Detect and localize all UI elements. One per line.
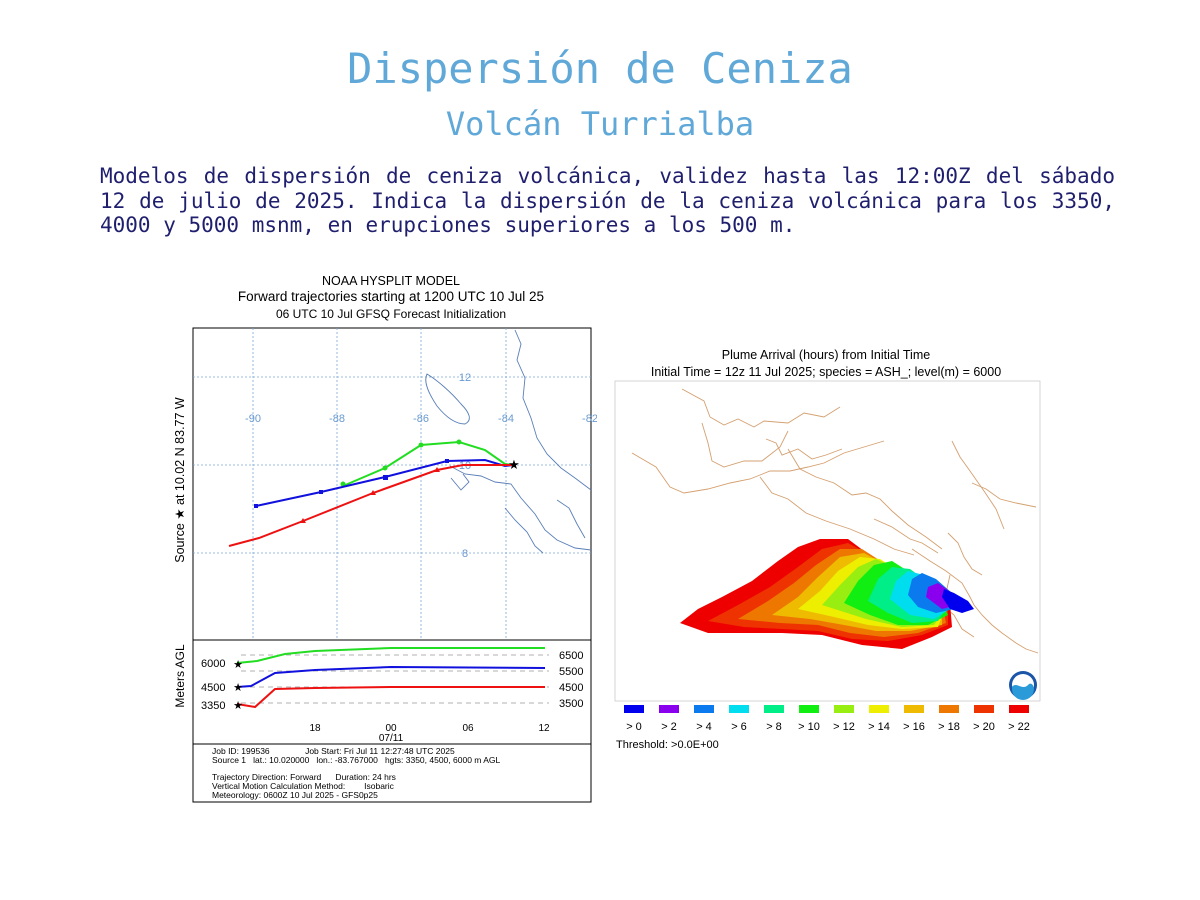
legend-swatch-16 bbox=[904, 705, 924, 713]
traj-marker-6000 bbox=[382, 465, 388, 471]
plume-band-0 bbox=[942, 589, 974, 613]
job-info-line: Source 1 lat.: 10.020000 lon.: -83.76700… bbox=[212, 755, 501, 765]
traj-marker-3350 bbox=[300, 518, 306, 523]
description-paragraph: Modelos de dispersión de ceniza volcánic… bbox=[100, 164, 1115, 237]
height-line-6000 bbox=[236, 647, 545, 664]
legend-label: > 10 bbox=[798, 721, 820, 733]
height-start-star-icon: ★ bbox=[233, 700, 243, 712]
plume-map-borders bbox=[631, 388, 1039, 654]
legend-swatch-8 bbox=[764, 705, 784, 713]
legend-label: > 12 bbox=[833, 721, 855, 733]
traj-gridlines bbox=[193, 328, 591, 640]
lon-tick-3: -86 bbox=[413, 413, 429, 425]
job-info-line: Meteorology: 0600Z 10 Jul 2025 - GFS0p25 bbox=[212, 790, 378, 800]
plume-title-1: Plume Arrival (hours) from Initial Time bbox=[722, 348, 930, 362]
job-info-line: Vertical Motion Calculation Method: Isob… bbox=[212, 781, 395, 791]
traj-marker-3350 bbox=[434, 467, 440, 472]
height-left-label: 6000 bbox=[201, 658, 225, 670]
legend-swatch-12 bbox=[834, 705, 854, 713]
lon-tick-2: -88 bbox=[329, 413, 345, 425]
legend-label: > 2 bbox=[661, 721, 677, 733]
legend-swatch-20 bbox=[974, 705, 994, 713]
traj-marker-4500 bbox=[254, 504, 258, 508]
date-label: 07/11 bbox=[379, 733, 404, 744]
height-axis-label: Meters AGL bbox=[173, 644, 187, 708]
page-subtitle: Volcán Turrialba bbox=[445, 105, 755, 143]
time-tick: 00 bbox=[385, 723, 397, 734]
time-tick: 06 bbox=[462, 723, 474, 734]
lat-tick-3: 8 bbox=[462, 548, 468, 560]
legend-label: > 6 bbox=[731, 721, 747, 733]
legend-swatch-2 bbox=[659, 705, 679, 713]
traj-title-2: Forward trajectories starting at 1200 UT… bbox=[238, 289, 544, 304]
plume-arrival-map: Plume Arrival (hours) from Initial Time … bbox=[614, 348, 1041, 751]
traj-marker-6000 bbox=[418, 442, 424, 448]
legend-swatch-22 bbox=[1009, 705, 1029, 713]
lon-tick-4: -84 bbox=[498, 413, 514, 425]
traj-marker-4500 bbox=[445, 459, 449, 463]
height-line-3350 bbox=[236, 686, 545, 709]
traj-coastlines bbox=[425, 329, 592, 554]
legend-swatch-18 bbox=[939, 705, 959, 713]
legend-label: > 8 bbox=[766, 721, 782, 733]
legend-label: > 0 bbox=[626, 721, 642, 733]
legend-swatch-10 bbox=[799, 705, 819, 713]
plume-title-2: Initial Time = 12z 11 Jul 2025; species … bbox=[651, 365, 1001, 379]
source-star-icon: ★ bbox=[508, 457, 520, 472]
legend-swatch-0 bbox=[624, 705, 644, 713]
height-start-star-icon: ★ bbox=[233, 659, 243, 671]
traj-marker-4500 bbox=[319, 490, 323, 494]
noaa-logo bbox=[1009, 671, 1037, 700]
height-right-label: 4500 bbox=[559, 682, 583, 694]
job-info-line: Job ID: 199536 Job Start: Fri Jul 11 12:… bbox=[212, 746, 455, 756]
page-title: Dispersión de Ceniza bbox=[347, 44, 853, 93]
traj-marker-3350 bbox=[370, 490, 376, 495]
legend-label: > 14 bbox=[868, 721, 890, 733]
legend-swatch-4 bbox=[694, 705, 714, 713]
legend-label: > 4 bbox=[696, 721, 712, 733]
time-tick: 18 bbox=[309, 723, 321, 734]
lon-tick-5: -82 bbox=[582, 413, 597, 425]
height-right-label: 3500 bbox=[559, 698, 583, 710]
traj-marker-6000 bbox=[456, 439, 462, 445]
threshold-label: Threshold: >0.0E+00 bbox=[616, 739, 719, 751]
height-right-label: 6500 bbox=[559, 650, 583, 662]
plume-legend: > 0 > 2 > 4 > 6 > 8 > 10 > 12 > 14 > 16 … bbox=[624, 705, 1030, 733]
traj-marker-4500 bbox=[383, 475, 388, 480]
source-label: Source ★ at 10.02 N 83.77 W bbox=[173, 397, 187, 563]
lon-tick-1: -90 bbox=[245, 413, 261, 425]
legend-label: > 16 bbox=[903, 721, 925, 733]
ash-plume bbox=[680, 539, 974, 649]
hysplit-trajectory-chart: NOAA HYSPLIT MODEL Forward trajectories … bbox=[173, 274, 597, 803]
height-left-label: 4500 bbox=[201, 682, 225, 694]
height-left-label: 3350 bbox=[201, 700, 225, 712]
legend-label: > 18 bbox=[938, 721, 960, 733]
height-right-label: 5500 bbox=[559, 666, 583, 678]
lat-tick-1: 12 bbox=[459, 372, 471, 384]
traj-title-3: 06 UTC 10 Jul GFSQ Forecast Initializati… bbox=[276, 307, 506, 321]
traj-title-1: NOAA HYSPLIT MODEL bbox=[322, 274, 460, 288]
height-panel-frame bbox=[192, 639, 592, 745]
legend-swatch-6 bbox=[729, 705, 749, 713]
time-tick: 12 bbox=[538, 723, 550, 734]
height-start-star-icon: ★ bbox=[233, 682, 243, 694]
height-line-4500 bbox=[236, 665, 546, 688]
traj-marker-6000 bbox=[340, 481, 346, 487]
legend-swatch-14 bbox=[869, 705, 889, 713]
legend-label: > 22 bbox=[1008, 721, 1030, 733]
job-info-line: Trajectory Direction: Forward Duration: … bbox=[212, 772, 396, 782]
legend-label: > 20 bbox=[973, 721, 995, 733]
job-info-box bbox=[192, 743, 592, 803]
